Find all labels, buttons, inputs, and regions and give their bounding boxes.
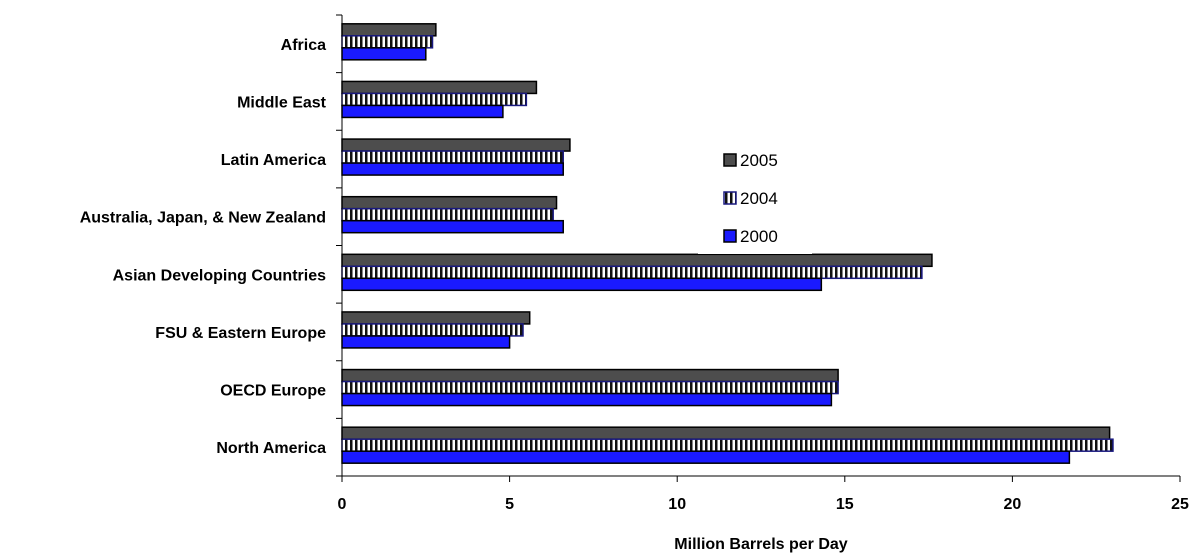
bar-2004-1: [341, 92, 528, 107]
bar-2000-2: [341, 162, 564, 176]
category-label: Middle East: [237, 94, 327, 111]
category-label: Africa: [281, 37, 326, 54]
category-label: OECD Europe: [220, 383, 326, 400]
x-tick-label: 25: [1171, 496, 1189, 513]
legend-swatch-2004: [723, 191, 737, 205]
legend-label: 2004: [740, 189, 778, 208]
x-tick-labels: 0 5 10 15 20 25: [338, 496, 1189, 513]
x-tick-label: 15: [836, 496, 854, 513]
axes: [336, 14, 1181, 482]
bar-2005-7: [341, 426, 1111, 440]
legend-box: [698, 148, 812, 254]
bar-2000-0: [341, 47, 427, 61]
legend-label: 2005: [740, 151, 778, 170]
category-label: Latin America: [221, 152, 326, 169]
bar-2004-5: [341, 323, 524, 337]
bar-2004-6: [341, 380, 839, 395]
category-labels: Africa Middle East Latin America Australia,…: [80, 37, 327, 457]
legend-label: 2000: [740, 227, 778, 246]
legend-swatch-2000: [723, 229, 737, 243]
bar-2005-0: [341, 23, 437, 37]
bar-2000-7: [341, 450, 1071, 464]
category-label: Australia, Japan, & New Zealand: [80, 210, 326, 227]
x-tick-label: 0: [338, 496, 347, 513]
category-label: FSU & Eastern Europe: [155, 325, 326, 342]
bar-2005-3: [341, 195, 558, 210]
bar-2004-3: [341, 207, 554, 222]
bar-2000-3: [341, 219, 564, 234]
bar-2005-4: [341, 253, 933, 268]
category-label: Asian Developing Countries: [113, 267, 326, 284]
legend-swatch-2005: [723, 153, 737, 167]
bar-2000-6: [341, 392, 833, 407]
category-label: North America: [216, 440, 326, 457]
x-tick-label: 5: [505, 496, 514, 513]
bar-2004-0: [341, 35, 434, 49]
bar-2004-4: [341, 265, 923, 280]
bar-2004-2: [341, 150, 564, 164]
bar-2005-5: [341, 311, 531, 325]
bar-2005-1: [341, 80, 538, 95]
x-tick-label: 10: [668, 496, 686, 513]
bar-2004-7: [341, 438, 1114, 452]
bar-2000-1: [341, 104, 504, 119]
bar-2000-4: [341, 277, 823, 292]
bar-2005-6: [341, 368, 839, 383]
bar-2005-2: [341, 138, 571, 152]
legend: 2005 2004 2000: [698, 148, 812, 254]
x-tick-label: 20: [1004, 496, 1022, 513]
bar-2000-5: [341, 335, 511, 349]
x-axis-title: Million Barrels per Day: [674, 536, 847, 553]
